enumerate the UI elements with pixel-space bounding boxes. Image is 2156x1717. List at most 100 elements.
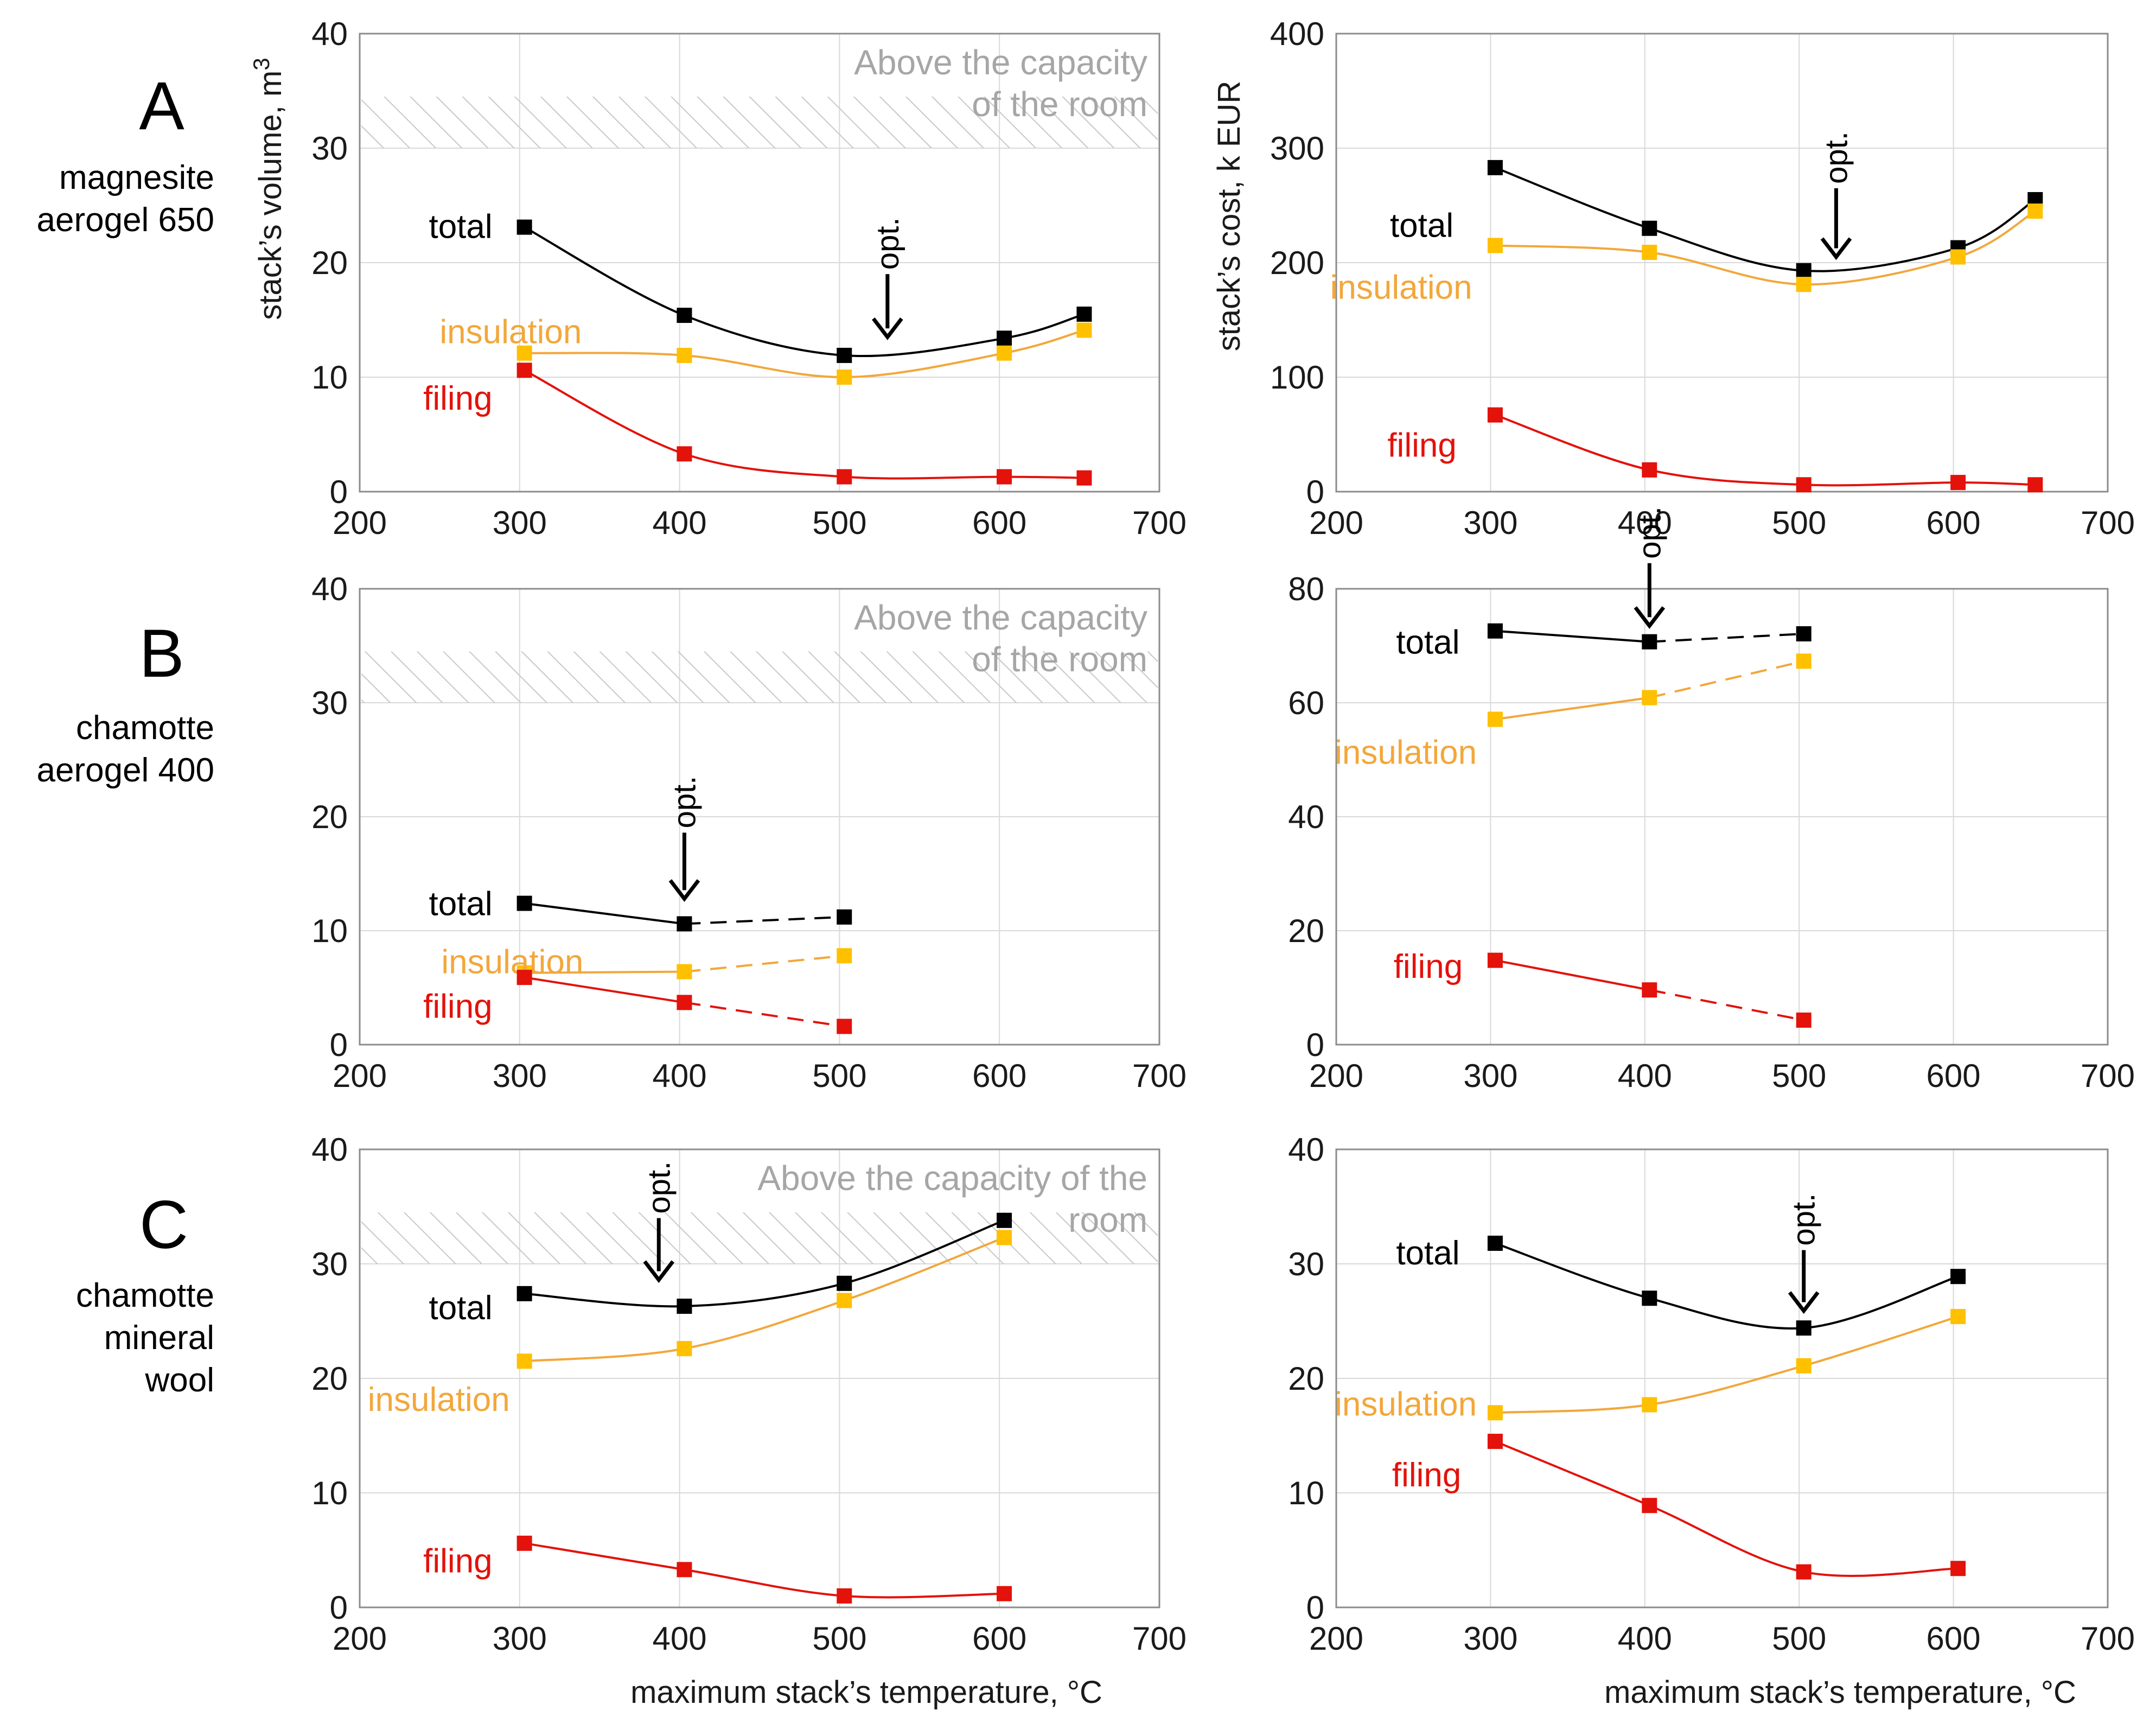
total-marker <box>677 308 692 323</box>
insulation-marker <box>677 1341 692 1357</box>
filing-marker <box>1487 407 1503 423</box>
filing-marker <box>1642 982 1657 998</box>
y-tick-label: 0 <box>1306 1589 1324 1626</box>
filing-label: filing <box>423 988 493 1026</box>
x-tick-label: 200 <box>333 1620 387 1657</box>
filing-marker <box>997 469 1012 485</box>
insulation-marker <box>1796 653 1811 669</box>
insulation-label: insulation <box>439 314 582 351</box>
opt-arrow-head <box>1820 237 1852 260</box>
total-marker <box>997 1212 1012 1228</box>
filing-marker <box>677 446 692 462</box>
row-letter-b: B <box>139 616 184 691</box>
cost-axis-title: stack’s cost, k EUR <box>1211 81 1247 352</box>
capacity-label-line-1: Above the capacity <box>854 598 1147 637</box>
filing-marker <box>1796 477 1811 493</box>
y-tick-label: 400 <box>1270 16 1324 52</box>
y-tick-label: 0 <box>330 1027 348 1063</box>
plot-frame <box>359 1148 1160 1608</box>
capacity-label-line-2: room <box>1068 1200 1147 1239</box>
opt-label: opt. <box>1819 131 1854 184</box>
filing-marker <box>1796 1564 1811 1580</box>
plot-frame <box>359 33 1160 493</box>
filing-marker <box>1642 1498 1657 1513</box>
total-label: total <box>429 886 492 923</box>
y-tick-label: 60 <box>1288 685 1324 721</box>
total-marker <box>1487 1236 1503 1251</box>
total-marker <box>1642 1290 1657 1306</box>
filing-marker <box>677 995 692 1010</box>
filing-line <box>1495 1440 1959 1577</box>
filing-marker <box>2027 477 2043 493</box>
filing-marker <box>837 469 852 485</box>
x-tick-label: 500 <box>812 1620 866 1657</box>
x-tick-label: 600 <box>972 1620 1026 1657</box>
x-tick-label: 700 <box>2081 1058 2135 1094</box>
x-tick-label: 400 <box>653 1620 707 1657</box>
opt-arrow-head <box>668 879 700 902</box>
total-line <box>1495 167 2036 272</box>
y-tick-label: 20 <box>311 245 348 281</box>
capacity-label-line-1: Above the capacity of the <box>757 1159 1147 1198</box>
opt-arrow-head <box>872 317 903 340</box>
y-tick-label: 100 <box>1270 359 1324 396</box>
filing-marker <box>1950 1561 1966 1576</box>
insulation-marker <box>1642 245 1657 260</box>
x-tick-label: 200 <box>1309 1620 1363 1657</box>
total-marker <box>837 347 852 363</box>
y-tick-label: 40 <box>1288 1131 1324 1168</box>
x-tick-label: 200 <box>1309 505 1363 541</box>
insulation-marker <box>1642 690 1657 705</box>
filing-label: filing <box>1392 1457 1462 1494</box>
total-line <box>524 902 685 925</box>
capacity-hatch <box>361 97 1158 148</box>
insulation-marker <box>997 1230 1012 1245</box>
total-marker <box>1076 306 1092 322</box>
filing-marker <box>1487 952 1503 968</box>
y-tick-label: 30 <box>1288 1246 1324 1282</box>
insulation-marker <box>1487 1405 1503 1421</box>
total-marker <box>1950 1269 1966 1284</box>
plot-frame <box>1335 588 2109 1046</box>
x-tick-label: 600 <box>1927 1620 1981 1657</box>
y-tick-label: 40 <box>1288 799 1324 835</box>
insulation-marker <box>1796 1358 1811 1373</box>
insulation-label: insulation <box>368 1381 510 1419</box>
chart-b-cost: 200 300 400 500 600 700 0 20 40 60 80 total insulati… <box>1288 506 2135 1094</box>
filing-marker <box>1076 470 1092 486</box>
opt-arrow-head <box>1788 1291 1820 1314</box>
opt-label: opt. <box>870 217 905 270</box>
y-tick-label: 0 <box>1306 1027 1324 1063</box>
x-tick-label: 400 <box>653 505 707 541</box>
insulation-marker <box>516 345 532 361</box>
filing-marker <box>837 1588 852 1604</box>
insulation-marker <box>677 964 692 980</box>
row-c-label-line-1: chamotte <box>76 1277 214 1314</box>
x-tick-label: 600 <box>1927 1058 1981 1094</box>
x-tick-label: 300 <box>493 505 547 541</box>
insulation-marker <box>837 370 852 385</box>
y-tick-label: 10 <box>311 913 348 949</box>
filing-line-extrapolated <box>1649 989 1804 1021</box>
y-tick-label: 80 <box>1288 571 1324 607</box>
insulation-marker <box>1642 1397 1657 1413</box>
insulation-label: insulation <box>1335 1385 1477 1423</box>
x-tick-label: 200 <box>333 1058 387 1094</box>
capacity-hatch <box>361 1212 1158 1264</box>
total-label: total <box>1396 1235 1459 1272</box>
insulation-line <box>524 329 1085 379</box>
x-tick-label: 600 <box>972 1058 1026 1094</box>
total-marker <box>1487 623 1503 639</box>
insulation-marker <box>837 1293 852 1308</box>
total-label: total <box>429 1289 492 1327</box>
total-marker <box>1796 1320 1811 1336</box>
insulation-marker <box>1487 711 1503 727</box>
filing-marker <box>516 970 532 985</box>
x-tick-label: 400 <box>653 1058 707 1094</box>
total-line <box>524 1219 1005 1308</box>
y-tick-label: 20 <box>311 1360 348 1397</box>
insulation-marker <box>997 345 1012 361</box>
volume-axis-title: stack’s volume, m3 <box>248 58 288 320</box>
x-tick-label: 600 <box>1927 505 1981 541</box>
